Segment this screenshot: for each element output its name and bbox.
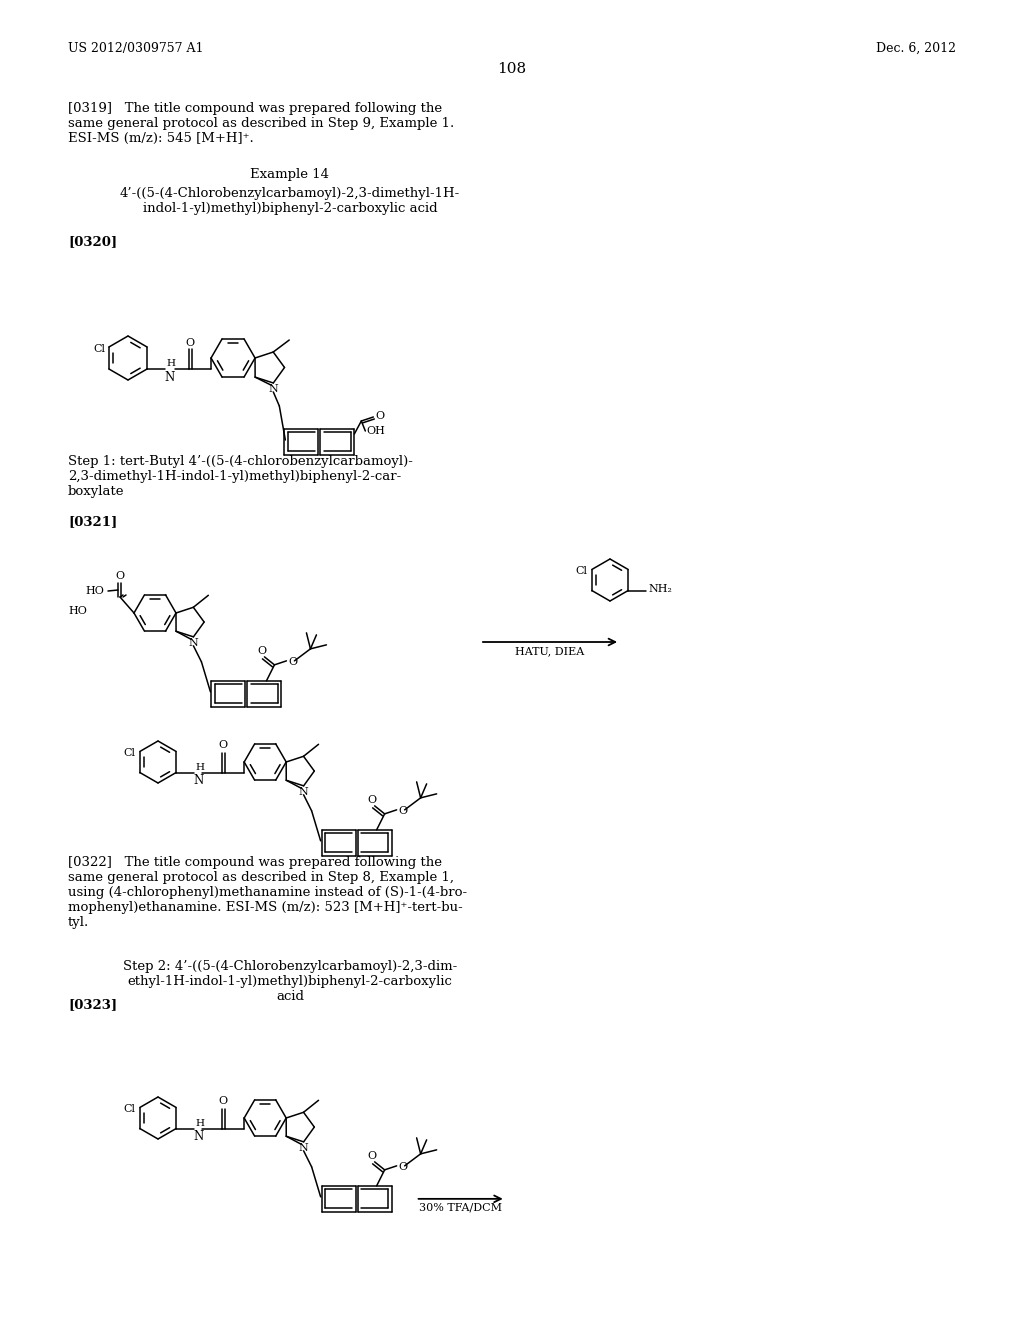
Text: H: H	[196, 1118, 204, 1127]
Text: O: O	[367, 795, 376, 805]
Text: [0322]   The title compound was prepared following the
same general protocol as : [0322] The title compound was prepared f…	[68, 855, 467, 929]
Text: [0320]: [0320]	[68, 235, 117, 248]
Text: O: O	[185, 338, 195, 348]
Text: OH: OH	[367, 426, 385, 436]
Text: N: N	[299, 1143, 308, 1152]
Text: H: H	[166, 359, 175, 368]
Text: US 2012/0309757 A1: US 2012/0309757 A1	[68, 42, 204, 55]
Text: 108: 108	[498, 62, 526, 77]
Text: N: N	[188, 638, 199, 648]
Text: Cl: Cl	[93, 345, 104, 354]
Text: Example 14: Example 14	[251, 168, 330, 181]
Text: Step 2: 4’-((5-(4-Chlorobenzylcarbamoyl)-2,3-dim-
ethyl-1H-indol-1-yl)methyl)bip: Step 2: 4’-((5-(4-Chlorobenzylcarbamoyl)…	[123, 960, 457, 1003]
Text: Cl: Cl	[575, 566, 588, 577]
Text: O: O	[376, 411, 384, 421]
Text: N: N	[164, 371, 174, 384]
Text: HO: HO	[68, 606, 87, 616]
Text: Step 1: tert-Butyl 4’-((5-(4-chlorobenzylcarbamoyl)-
2,3-dimethyl-1H-indol-1-yl): Step 1: tert-Butyl 4’-((5-(4-chlorobenzy…	[68, 455, 413, 498]
Text: Cl: Cl	[124, 1105, 136, 1114]
Text: [0319]   The title compound was prepared following the
same general protocol as : [0319] The title compound was prepared f…	[68, 102, 455, 145]
Text: HATU, DIEA: HATU, DIEA	[515, 645, 585, 656]
Text: O: O	[398, 1162, 408, 1172]
Text: N: N	[299, 787, 308, 797]
Text: O: O	[289, 657, 298, 667]
Text: H: H	[196, 763, 204, 771]
Text: Cl: Cl	[124, 748, 136, 759]
Text: Dec. 6, 2012: Dec. 6, 2012	[876, 42, 956, 55]
Text: 30% TFA/DCM: 30% TFA/DCM	[419, 1203, 502, 1213]
Text: N: N	[194, 775, 204, 788]
Text: NH₂: NH₂	[648, 585, 672, 594]
Text: O: O	[219, 741, 227, 751]
Text: O: O	[219, 1097, 227, 1106]
Text: O: O	[398, 805, 408, 816]
Text: HO: HO	[85, 586, 104, 597]
Text: 4’-((5-(4-Chlorobenzylcarbamoyl)-2,3-dimethyl-1H-
indol-1-yl)methyl)biphenyl-2-c: 4’-((5-(4-Chlorobenzylcarbamoyl)-2,3-dim…	[120, 187, 460, 215]
Text: N: N	[268, 384, 279, 393]
Text: N: N	[194, 1130, 204, 1143]
Text: O: O	[367, 1151, 376, 1160]
Text: O: O	[257, 645, 266, 656]
Text: [0321]: [0321]	[68, 515, 118, 528]
Text: O: O	[116, 572, 125, 581]
Text: [0323]: [0323]	[68, 998, 117, 1011]
